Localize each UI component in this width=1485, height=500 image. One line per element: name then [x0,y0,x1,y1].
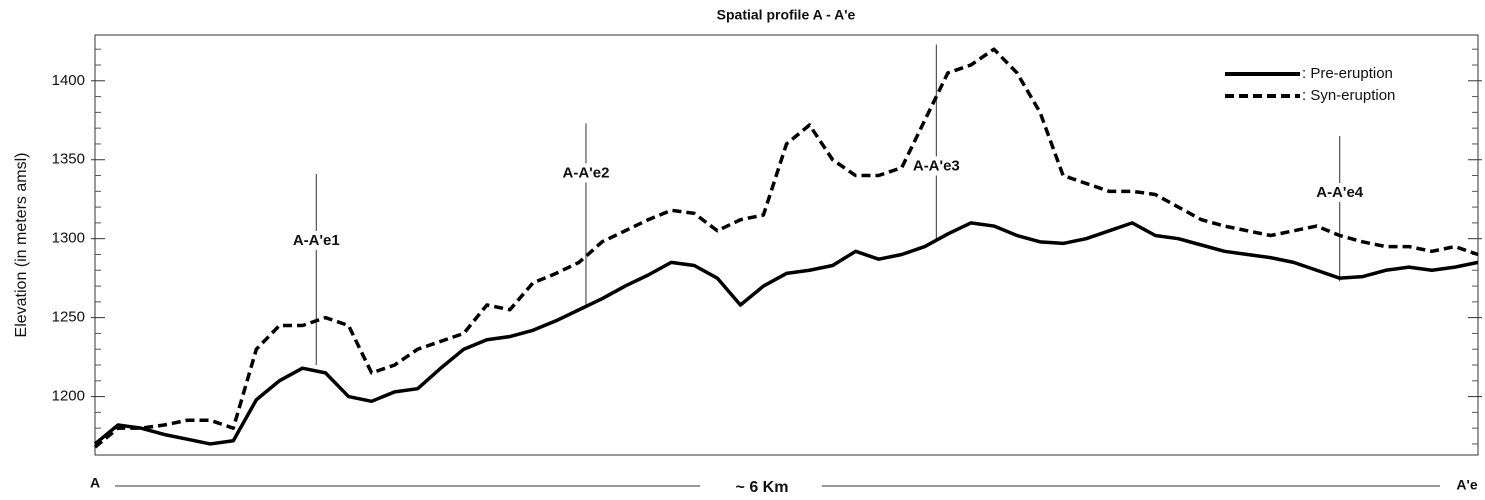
y-axis-label: Elevation (in meters amsl) [13,153,30,338]
series-line [93,47,1479,449]
x-start-label: A [90,475,100,491]
legend-label: : Syn-eruption [1302,87,1395,104]
y-tick-label: 1350 [52,151,85,168]
annotation-label: A-A'e4 [1316,184,1364,201]
annotation-bg [910,156,962,176]
annotation-label: A-A'e2 [563,164,610,181]
y-tick-label: 1200 [52,388,85,405]
annotation-bg [560,163,612,183]
annotation-bg [1314,183,1366,203]
y-tick-label: 1400 [52,72,85,89]
x-axis-label: ~ 6 Km [736,479,789,496]
y-tick-label: 1300 [52,230,85,247]
series-line [93,221,1479,446]
y-tick-label: 1250 [52,309,85,326]
legend-label: : Pre-eruption [1302,65,1393,82]
plot-frame [94,34,1479,456]
annotation-label: A-A'e3 [913,157,960,174]
chart-title: Spatial profile A - A'e [717,7,856,23]
annotation-bg [290,230,342,250]
x-end-label: A'e [1456,477,1477,493]
annotation-label: A-A'e1 [293,232,340,249]
